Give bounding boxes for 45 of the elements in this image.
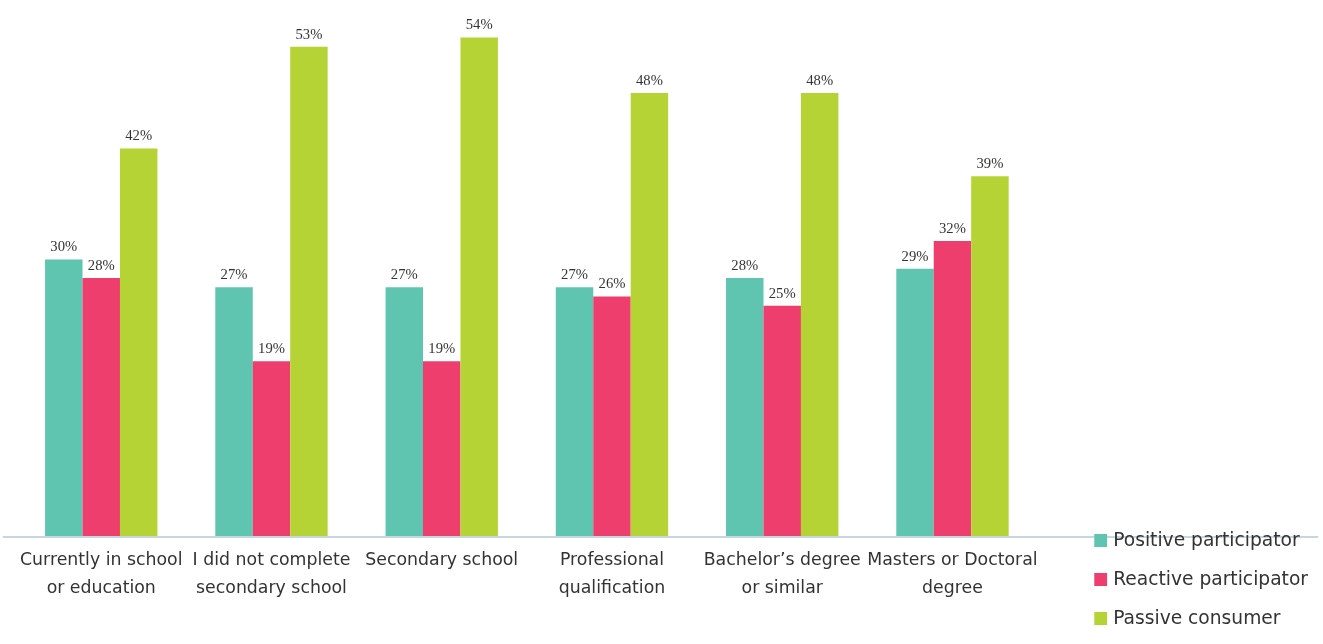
bar	[82, 277, 120, 537]
data-label: 28%	[87, 256, 115, 273]
bar	[800, 92, 839, 537]
bar	[423, 361, 461, 537]
bar	[896, 268, 934, 537]
bar	[252, 361, 291, 537]
x-tick-label: Secondary school	[365, 548, 519, 569]
x-tick-label: Masters or Doctoral degree	[867, 548, 1038, 597]
bar	[555, 287, 594, 537]
bar	[385, 287, 424, 537]
bar	[290, 46, 328, 537]
bar	[215, 287, 253, 537]
bar	[460, 37, 498, 537]
bar	[726, 277, 764, 537]
data-label: 19%	[428, 340, 456, 357]
data-label: 27%	[561, 266, 588, 283]
legend-label: Passive consumer	[1113, 607, 1281, 628]
bar	[593, 296, 631, 537]
legend-label: Positive participator	[1113, 529, 1300, 550]
data-label: 42%	[125, 127, 153, 144]
data-label: 48%	[636, 71, 663, 88]
data-label: 27%	[220, 266, 248, 283]
bar	[763, 305, 801, 537]
x-tick-label: Professional qualification	[558, 548, 666, 597]
data-label: 39%	[976, 155, 1004, 172]
data-label: 26%	[598, 275, 626, 292]
bar	[971, 176, 1009, 537]
data-label: 27%	[390, 266, 418, 283]
data-label: 48%	[806, 71, 834, 88]
data-label: 54%	[465, 16, 493, 33]
data-label: 30%	[50, 238, 78, 255]
x-tick-label: Bachelor’s degree or similar	[703, 548, 861, 597]
bar	[933, 240, 972, 537]
bar	[45, 259, 83, 537]
x-tick-label: Currently in school or education	[19, 548, 183, 597]
data-label: 25%	[768, 284, 796, 301]
bar	[630, 92, 669, 537]
data-label: 53%	[295, 25, 323, 42]
legend-label: Reactive participator	[1113, 568, 1308, 589]
data-label: 29%	[901, 247, 929, 264]
x-tick-label: I did not complete secondary school	[192, 548, 351, 597]
bar	[119, 148, 158, 537]
data-label: 32%	[939, 219, 966, 236]
data-label: 19%	[258, 340, 285, 357]
data-label: 28%	[731, 256, 759, 273]
